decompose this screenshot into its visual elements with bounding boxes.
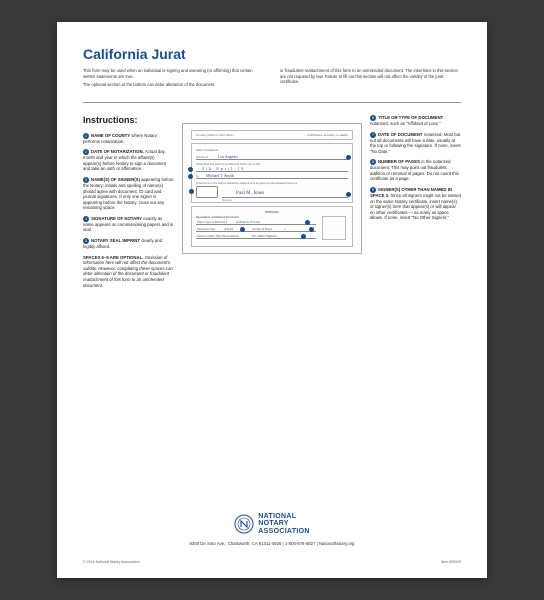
form-disclaimer-box: A notary public or other officer... ...t…: [191, 130, 353, 140]
opt-signers-label: Signer(s) Other Than Named Above:: [197, 235, 239, 238]
jurat-body-box: State of California County of Los Angele…: [191, 143, 353, 203]
instr-item-3: 3NAME(S) OF SIGNER(S) appearing before t…: [83, 177, 174, 211]
opt-pages-val: 1: [284, 227, 286, 231]
opt-title-val: Affidavit of Loss: [236, 220, 260, 224]
seal-wrap: [196, 186, 218, 198]
optional-heading: OPTIONAL: [196, 210, 348, 214]
callout-3-icon: [188, 174, 193, 179]
thumbprint-box-icon: [322, 216, 346, 240]
item-number: Item #55349: [441, 560, 461, 564]
instr-5-title: NOTARY SEAL IMPRINT: [91, 238, 140, 243]
spaces-note: SPACES 6–9 ARE OPTIONAL. Omission of inf…: [83, 255, 174, 288]
instr-item-9: 9SIGNER(S) OTHER THAN NAMED IN SPACE 3. …: [370, 187, 461, 221]
notary-sig: Paul M. Jones: [236, 191, 264, 196]
document-page: California Jurat This form may be used w…: [57, 22, 487, 578]
opt-pages-label: Number of Pages:: [252, 228, 273, 231]
instr-6-title: TITLE OR TYPE OF DOCUMENT: [378, 115, 443, 120]
instr-item-6: 6TITLE OR TYPE OF DOCUMENT notarized, su…: [370, 115, 461, 127]
instr-6-body: notarized, such as "Affidavit of Loss.": [370, 121, 441, 126]
county-label: County of: [196, 155, 208, 159]
form-preview: A notary public or other officer... ...t…: [182, 123, 362, 254]
sig-label: Signature: [222, 199, 232, 202]
footer-address: 9350 De Soto Ave., Chatsworth, CA 91311-…: [83, 541, 461, 546]
instructions-heading: Instructions:: [83, 115, 174, 127]
form-disclaimer: A notary public or other officer... ...t…: [192, 131, 352, 139]
opt-right: [322, 216, 348, 241]
signer-line: by Michael T. Smith: [196, 174, 348, 179]
opt-date-label: Document Date:: [197, 228, 216, 231]
intro-col-left: This form may be used when an individual…: [83, 68, 264, 88]
opt-title-line: Title or Type of Document: Affidavit of …: [196, 220, 316, 225]
callout-4-icon: [346, 192, 351, 197]
page-title: California Jurat: [83, 46, 461, 62]
county-value: Los Angeles: [218, 154, 238, 159]
notary-seal-icon: [196, 186, 218, 198]
seal-sig-row: Paul M. Jones Signature: [196, 186, 348, 198]
callout-5-icon: [189, 189, 194, 194]
spaces-title: SPACES 6–9 ARE OPTIONAL.: [83, 255, 143, 260]
instr-item-8: 8NUMBER OF PAGES in the notarized docume…: [370, 159, 461, 182]
instr-7-title: DATE OF DOCUMENT: [378, 132, 423, 137]
intro-p3: or fraudulent reattachment of this form …: [280, 68, 461, 85]
intro-col-right: or fraudulent reattachment of this form …: [280, 68, 461, 88]
by-label: by: [196, 175, 199, 178]
disclaimer-text: A notary public or other officer...: [196, 133, 235, 137]
opt-left: Description of Attached Document Title o…: [196, 216, 316, 241]
logo-line-3: ASSOCIATION: [258, 528, 309, 535]
logo-line-2: NOTARY: [258, 520, 309, 527]
footer-line: © 2016 National Notary Association Item …: [83, 556, 461, 564]
opt-date-val: 4/4/16: [224, 227, 233, 231]
logo-text: NATIONAL NOTARY ASSOCIATION: [258, 513, 309, 535]
intro-p1: This form may be used when an individual…: [83, 68, 264, 79]
date-line: 4th April 16: [196, 167, 348, 172]
instr-item-2: 2DATE OF NOTARIZATION. Actual day, month…: [83, 149, 174, 172]
nna-logo-icon: [234, 514, 254, 534]
instructions-right: 6TITLE OR TYPE OF DOCUMENT notarized, su…: [370, 115, 461, 505]
callout-1-icon: [346, 155, 351, 160]
copyright: © 2016 National Notary Association: [83, 560, 140, 564]
proved-text: proved to me on the basis of satisfactor…: [196, 182, 298, 185]
callout-2-icon: [188, 167, 193, 172]
callout-7-icon: [240, 227, 245, 232]
proved-line: proved to me on the basis of satisfactor…: [196, 181, 348, 184]
opt-signers-val: No Other Signers: [252, 234, 277, 238]
instr-item-1: 1NAME OF COUNTY where Notary performs no…: [83, 133, 174, 145]
county-line: County of Los Angeles: [196, 155, 348, 160]
instructions-left: Instructions: 1NAME OF COUNTY where Nota…: [83, 115, 174, 505]
signature-slot: Paul M. Jones Signature: [222, 190, 348, 198]
optional-box: OPTIONAL Description of Attached Documen…: [191, 206, 353, 247]
callout-8-icon: [309, 227, 314, 232]
signer-value: Michael T. Smith: [206, 173, 234, 178]
callout-9-icon: [301, 234, 306, 239]
instr-8-title: NUMBER OF PAGES: [378, 159, 420, 164]
opt-date-line: Document Date: 4/4/16 Number of Pages: 1: [196, 227, 316, 232]
instr-3-title: NAME(S) OF SIGNER(S): [91, 177, 140, 182]
instr-2-title: DATE OF NOTARIZATION.: [91, 149, 144, 154]
instr-item-7: 7DATE OF DOCUMENT notarized. Most but no…: [370, 132, 461, 155]
spaces-body: Omission of information here will not af…: [83, 255, 173, 288]
intro-p2: The optional section at the bottom can d…: [83, 82, 264, 88]
instr-item-4: 4SIGNATURE OF NOTARY exactly as name app…: [83, 216, 174, 233]
date-value: 4th April 16: [202, 166, 245, 171]
opt-signers-line: Signer(s) Other Than Named Above: No Oth…: [196, 234, 316, 239]
intro-columns: This form may be used when an individual…: [83, 68, 461, 88]
logo-row: NATIONAL NOTARY ASSOCIATION: [83, 513, 461, 535]
disclaimer-right: ...truthfulness, accuracy, or validity: [305, 133, 348, 137]
footer: NATIONAL NOTARY ASSOCIATION 9350 De Soto…: [83, 505, 461, 564]
logo-line-1: NATIONAL: [258, 513, 309, 520]
opt-title-label: Title or Type of Document:: [197, 221, 227, 224]
callout-6-icon: [305, 220, 310, 225]
instr-item-5: 5NOTARY SEAL IMPRINT clearly and legibly…: [83, 238, 174, 250]
instr-4-title: SIGNATURE OF NOTARY: [91, 216, 142, 221]
header-block: California Jurat This form may be used w…: [83, 46, 461, 88]
state-line: State of California: [196, 148, 348, 152]
instr-1-title: NAME OF COUNTY: [91, 133, 130, 138]
divider: [83, 102, 461, 103]
form-preview-column: A notary public or other officer... ...t…: [182, 115, 362, 505]
optional-columns: Description of Attached Document Title o…: [196, 216, 348, 241]
main-content: Instructions: 1NAME OF COUNTY where Nota…: [83, 115, 461, 505]
